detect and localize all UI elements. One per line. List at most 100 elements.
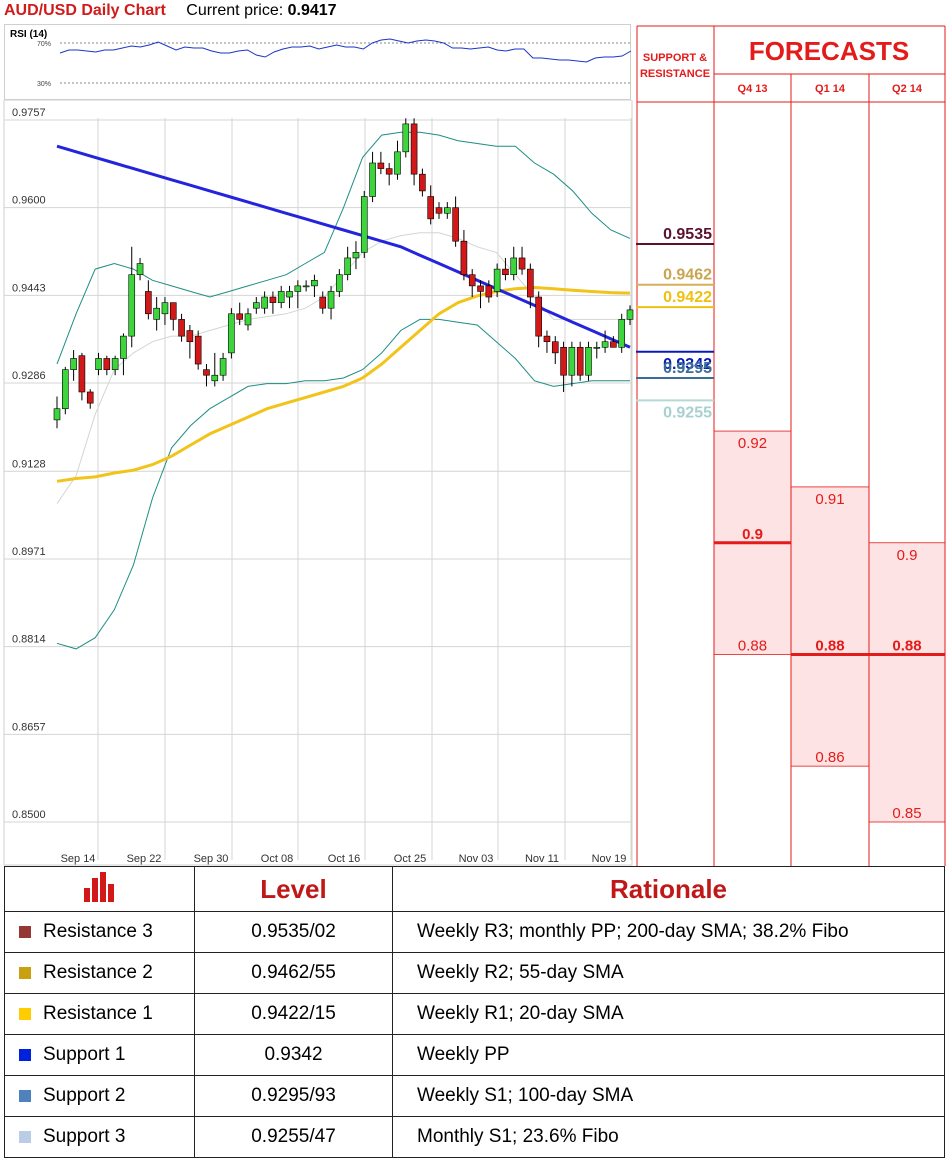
candle [485, 280, 493, 303]
price-chart: 0.9757 0.9600 0.9443 0.9286 0.9128 0.8971 0.88… [3, 100, 634, 866]
candle [219, 352, 227, 381]
candle [535, 291, 542, 348]
candle-body [219, 358, 227, 376]
forecast-high-label: 0.91 [815, 491, 844, 508]
y-tick-label: 0.9128 [12, 458, 46, 470]
level-rationale: Weekly S1; 100-day SMA [392, 1075, 945, 1117]
candle-body [236, 313, 243, 320]
x-tick-label: Oct 08 [261, 853, 293, 865]
candle [277, 285, 285, 309]
candle-body [194, 335, 202, 365]
candle-body [460, 240, 468, 275]
candle [311, 274, 318, 298]
level-color-swatch [19, 967, 31, 979]
level-color-swatch [19, 1049, 31, 1061]
x-tick-label: Oct 16 [328, 853, 360, 865]
rsi-line [59, 38, 632, 63]
candle [336, 269, 343, 298]
candle-body [269, 296, 277, 303]
level-rationale: Monthly S1; 23.6% Fibo [392, 1116, 945, 1158]
forecast-range-box [868, 542, 946, 823]
candle-body [103, 358, 111, 370]
candle [161, 297, 169, 325]
level-name-cell: Resistance 2 [4, 952, 195, 994]
candle [626, 305, 634, 325]
candle [327, 285, 335, 320]
y-tick-label: 0.9600 [12, 195, 46, 207]
candle-body [145, 291, 152, 315]
candle-body [277, 291, 285, 303]
level-value: 0.9535/02 [194, 911, 393, 953]
candle-body [468, 274, 476, 287]
rsi-level-label: 70% [37, 41, 51, 48]
forecast-column-label: Q2 14 [892, 83, 923, 95]
x-tick-label: Nov 03 [459, 853, 494, 865]
candle-body [228, 313, 235, 354]
candle-body [70, 358, 77, 370]
indicator-line [56, 232, 630, 504]
x-tick-label: Oct 25 [394, 853, 426, 865]
sr-level-label: 0.9422 [663, 289, 712, 306]
candle-body [95, 358, 102, 370]
candle [601, 330, 609, 353]
level-color-swatch [19, 926, 31, 938]
level-name-cell: Resistance 3 [4, 911, 195, 953]
candle [194, 330, 202, 370]
candle [53, 396, 61, 429]
candle [253, 297, 260, 314]
candle [551, 336, 559, 365]
forecast-high-label: 0.9 [897, 547, 918, 564]
candle-body [169, 302, 177, 320]
candle-body [253, 302, 260, 309]
candle-body [618, 319, 625, 348]
candle [360, 190, 368, 258]
candle-body [477, 285, 484, 292]
forecasts-title: FORECASTS [749, 36, 909, 66]
table-header-icon-cell [4, 866, 195, 912]
y-tick-label: 0.9443 [12, 282, 46, 294]
candle-body [576, 346, 584, 376]
candle-body [493, 268, 501, 292]
candle-body [86, 391, 94, 404]
candle-body [543, 335, 551, 343]
candle-body [319, 296, 327, 309]
x-tick-label: Nov 11 [525, 853, 559, 865]
plot-frame [3, 100, 633, 866]
table-row: Support 1 0.9342 Weekly PP [4, 1034, 945, 1076]
candle [452, 196, 459, 247]
candle-body [344, 257, 351, 275]
candle [568, 341, 576, 387]
candle-body [568, 346, 576, 376]
forecast-median-label: 0.9 [742, 526, 763, 543]
sr-level-label: 0.9255 [663, 404, 712, 421]
indicator-line [56, 144, 631, 349]
table-row: Resistance 2 0.9462/55 Weekly R2; 55-day S… [4, 952, 945, 994]
candle [344, 246, 351, 281]
candle [269, 291, 277, 314]
level-name-cell: Support 1 [4, 1034, 195, 1076]
candle-body [136, 263, 144, 275]
candle-body [502, 268, 509, 275]
candle-body [352, 252, 360, 259]
level-value: 0.9295/93 [194, 1075, 393, 1117]
candle [236, 302, 243, 325]
forecast-median-label: 0.88 [892, 637, 921, 654]
candle [510, 246, 518, 281]
candle-body [527, 268, 534, 298]
forecast-median-label: 0.88 [815, 637, 844, 654]
candle [169, 302, 177, 331]
current-price-label: Current price: [186, 2, 284, 19]
candle [128, 246, 136, 348]
x-tick-label: Sep 22 [127, 853, 162, 865]
level-name-cell: Support 2 [4, 1075, 195, 1117]
candle [477, 280, 484, 309]
candle [560, 341, 567, 392]
candle [319, 291, 327, 314]
candle [211, 352, 219, 387]
y-tick-label: 0.8971 [12, 546, 46, 558]
level-name: Support 2 [43, 1085, 126, 1106]
candle-body [402, 123, 410, 153]
sr-title-line2: RESISTANCE [640, 68, 710, 80]
candle [618, 313, 625, 353]
sr-level-label: 0.9462 [663, 267, 712, 284]
